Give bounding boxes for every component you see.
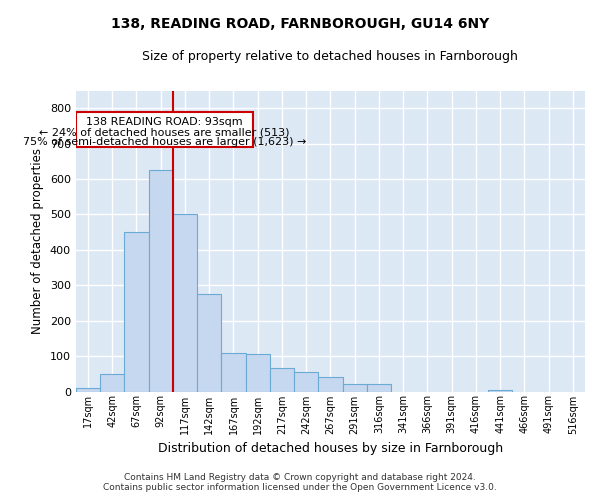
Bar: [343, 384, 367, 392]
Text: 138, READING ROAD, FARNBOROUGH, GU14 6NY: 138, READING ROAD, FARNBOROUGH, GU14 6NY: [111, 18, 489, 32]
Text: ← 24% of detached houses are smaller (513): ← 24% of detached houses are smaller (51…: [39, 128, 290, 138]
Bar: [319, 378, 343, 392]
Bar: [100, 374, 124, 392]
Text: Contains HM Land Registry data © Crown copyright and database right 2024.
Contai: Contains HM Land Registry data © Crown c…: [103, 473, 497, 492]
Y-axis label: Number of detached properties: Number of detached properties: [31, 148, 44, 334]
Bar: [294, 372, 319, 392]
Bar: [367, 384, 391, 392]
Title: Size of property relative to detached houses in Farnborough: Size of property relative to detached ho…: [142, 50, 518, 63]
Bar: [149, 170, 173, 392]
Bar: [173, 214, 197, 392]
Bar: [124, 232, 149, 392]
Bar: [245, 354, 270, 392]
Text: 75% of semi-detached houses are larger (1,623) →: 75% of semi-detached houses are larger (…: [23, 138, 306, 147]
Bar: [488, 390, 512, 392]
X-axis label: Distribution of detached houses by size in Farnborough: Distribution of detached houses by size …: [158, 442, 503, 455]
Bar: [221, 352, 245, 392]
FancyBboxPatch shape: [76, 112, 253, 147]
Bar: [76, 388, 100, 392]
Bar: [270, 368, 294, 392]
Bar: [197, 294, 221, 392]
Text: 138 READING ROAD: 93sqm: 138 READING ROAD: 93sqm: [86, 118, 242, 128]
